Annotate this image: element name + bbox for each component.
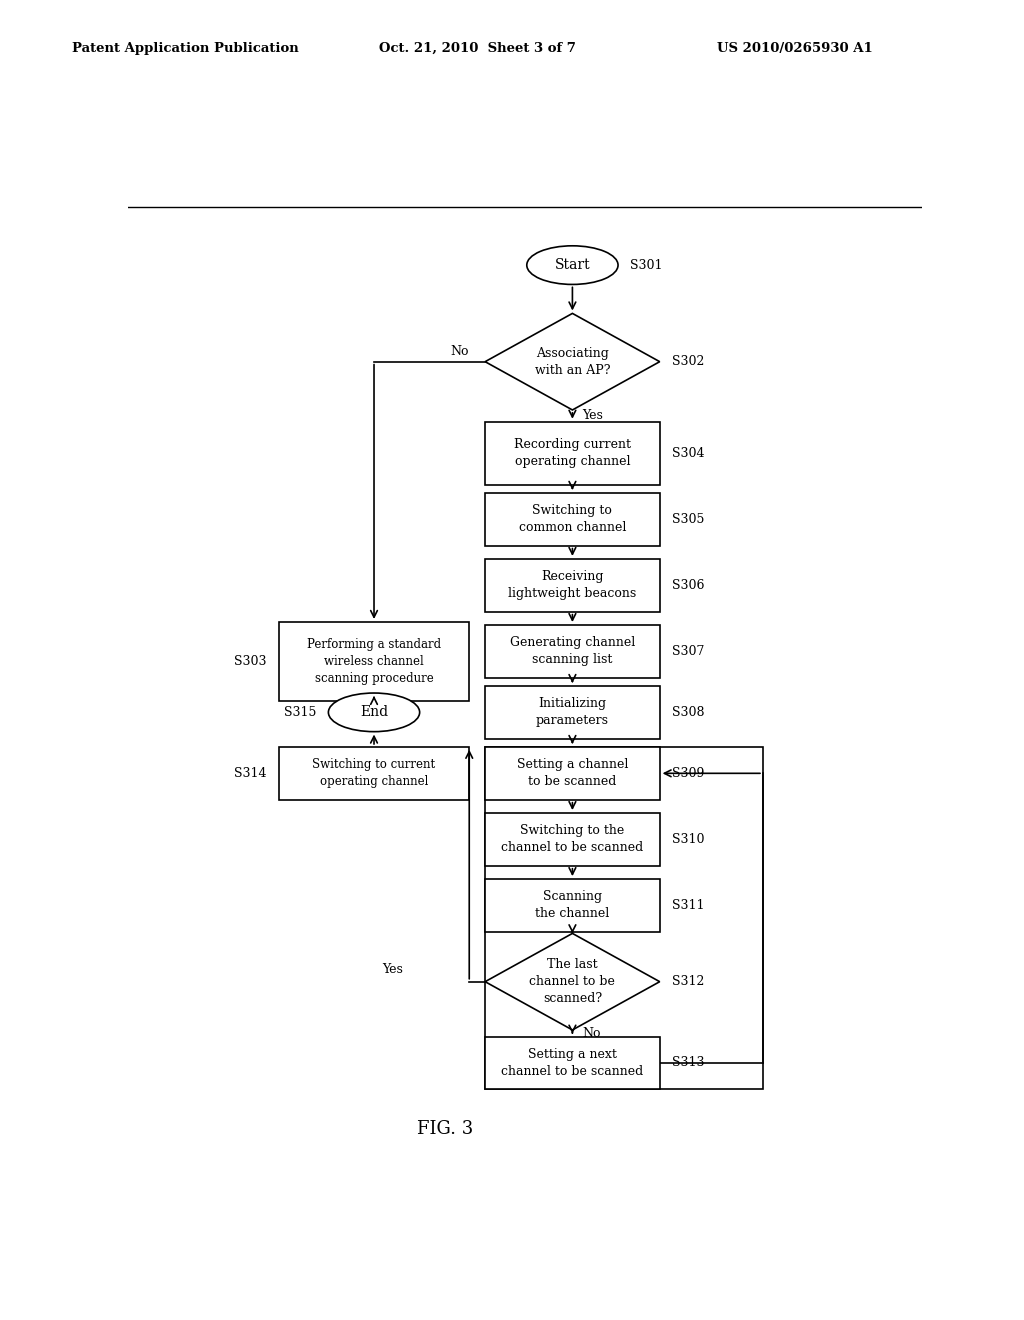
Text: Switching to the
channel to be scanned: Switching to the channel to be scanned	[502, 825, 643, 854]
Text: S305: S305	[672, 512, 703, 525]
Text: Yes: Yes	[382, 964, 402, 975]
Text: Scanning
the channel: Scanning the channel	[536, 891, 609, 920]
Text: S307: S307	[672, 645, 703, 657]
Text: S301: S301	[630, 259, 663, 272]
Polygon shape	[485, 313, 659, 411]
Ellipse shape	[329, 693, 420, 731]
Text: S303: S303	[234, 655, 267, 668]
Text: S314: S314	[234, 767, 267, 780]
Text: Setting a channel
to be scanned: Setting a channel to be scanned	[517, 758, 628, 788]
Text: Generating channel
scanning list: Generating channel scanning list	[510, 636, 635, 667]
Polygon shape	[485, 933, 659, 1030]
Text: S308: S308	[672, 706, 705, 719]
FancyBboxPatch shape	[485, 813, 659, 866]
Text: Yes: Yes	[582, 409, 603, 422]
Text: S313: S313	[672, 1056, 705, 1069]
Text: S315: S315	[284, 706, 316, 719]
Text: Oct. 21, 2010  Sheet 3 of 7: Oct. 21, 2010 Sheet 3 of 7	[379, 42, 575, 55]
FancyBboxPatch shape	[279, 622, 469, 701]
Text: Recording current
operating channel: Recording current operating channel	[514, 438, 631, 469]
Text: The last
channel to be
scanned?: The last channel to be scanned?	[529, 958, 615, 1006]
Text: End: End	[360, 705, 388, 719]
Text: S312: S312	[672, 975, 703, 989]
Text: Switching to
common channel: Switching to common channel	[519, 504, 626, 535]
FancyBboxPatch shape	[485, 747, 659, 800]
FancyBboxPatch shape	[485, 421, 659, 484]
FancyBboxPatch shape	[279, 747, 469, 800]
Text: S306: S306	[672, 578, 705, 591]
Text: No: No	[451, 345, 469, 358]
Text: Start: Start	[555, 259, 590, 272]
Text: FIG. 3: FIG. 3	[418, 1121, 473, 1138]
Text: S311: S311	[672, 899, 705, 912]
Text: Performing a standard
wireless channel
scanning procedure: Performing a standard wireless channel s…	[307, 638, 441, 685]
Text: Switching to current
operating channel: Switching to current operating channel	[312, 758, 435, 788]
FancyBboxPatch shape	[485, 879, 659, 932]
Text: US 2010/0265930 A1: US 2010/0265930 A1	[717, 42, 872, 55]
FancyBboxPatch shape	[485, 1036, 659, 1089]
Ellipse shape	[526, 246, 618, 284]
FancyBboxPatch shape	[485, 686, 659, 739]
Text: S309: S309	[672, 767, 703, 780]
Text: Initializing
parameters: Initializing parameters	[536, 697, 609, 727]
Text: S304: S304	[672, 446, 705, 459]
FancyBboxPatch shape	[485, 558, 659, 611]
FancyBboxPatch shape	[485, 624, 659, 677]
Text: Receiving
lightweight beacons: Receiving lightweight beacons	[508, 570, 637, 601]
Text: S310: S310	[672, 833, 705, 846]
FancyBboxPatch shape	[485, 492, 659, 545]
Text: Patent Application Publication: Patent Application Publication	[72, 42, 298, 55]
Text: Associating
with an AP?: Associating with an AP?	[535, 347, 610, 376]
Text: Setting a next
channel to be scanned: Setting a next channel to be scanned	[502, 1048, 643, 1078]
Text: No: No	[582, 1027, 600, 1040]
Text: S302: S302	[672, 355, 703, 368]
